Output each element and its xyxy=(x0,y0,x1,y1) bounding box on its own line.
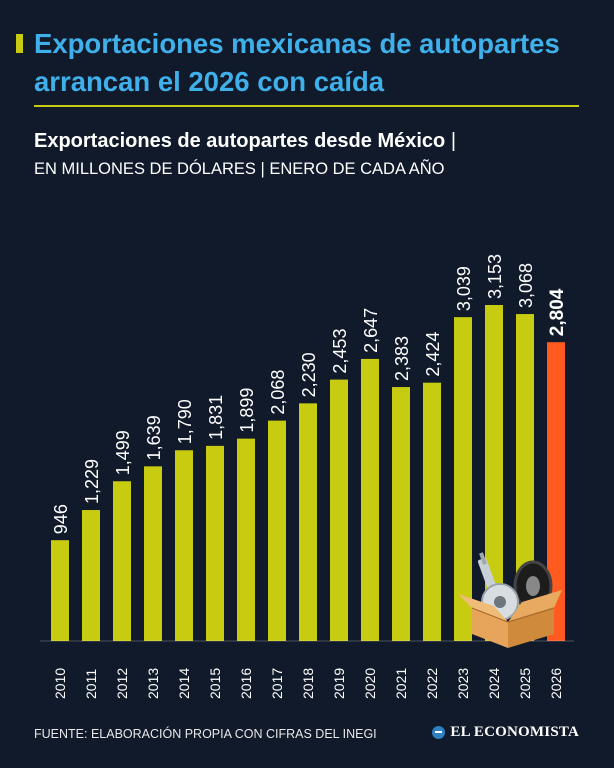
value-label-2017: 2,068 xyxy=(268,370,288,415)
x-tick-label-2016: 2016 xyxy=(238,668,254,699)
bar-2025 xyxy=(516,314,534,641)
bar-2019 xyxy=(330,379,348,641)
chart-units: EN MILLONES DE DÓLARES | ENERO DE CADA A… xyxy=(34,160,445,178)
value-label-2015: 1,831 xyxy=(206,395,226,440)
value-label-2025: 3,068 xyxy=(516,263,536,308)
x-tick-label-2013: 2013 xyxy=(145,668,161,699)
bar-2016 xyxy=(237,438,255,641)
bar-2010 xyxy=(51,540,69,641)
bar-2012 xyxy=(113,481,131,641)
x-tick-label-2014: 2014 xyxy=(176,668,192,699)
x-tick-label-2011: 2011 xyxy=(83,669,99,699)
x-tick-label-2010: 2010 xyxy=(52,668,68,699)
bar-2024 xyxy=(485,305,503,641)
brand-logo-icon xyxy=(432,726,446,739)
value-label-2012: 1,499 xyxy=(113,430,133,475)
bar-2017 xyxy=(268,420,286,641)
value-label-2013: 1,639 xyxy=(144,415,164,460)
bar-2020 xyxy=(361,358,379,641)
bar-2011 xyxy=(82,510,100,641)
bar-2015 xyxy=(206,445,224,641)
x-tick-label-2020: 2020 xyxy=(362,668,378,699)
page-title: Exportaciones mexicanas de autopartes ar… xyxy=(34,28,560,97)
chart-subtitle: Exportaciones de autopartes desde México… xyxy=(34,130,604,153)
title-marker xyxy=(16,34,23,53)
value-label-2010: 946 xyxy=(51,504,71,534)
value-label-2011: 1,229 xyxy=(82,459,102,504)
value-label-2024: 3,153 xyxy=(485,254,505,299)
bars-layer xyxy=(51,305,565,641)
value-label-2020: 2,647 xyxy=(361,308,381,353)
chart-subtitle-text: Exportaciones de autopartes desde México xyxy=(34,130,446,152)
chart-subtitle-separator: | xyxy=(450,130,457,152)
x-tick-label-2015: 2015 xyxy=(207,668,223,699)
x-tick-label-2021: 2021 xyxy=(393,668,409,699)
value-label-2018: 2,230 xyxy=(299,352,319,397)
value-label-2019: 2,453 xyxy=(330,329,350,374)
source-note: FUENTE: ELABORACIÓN PROPIA CON CIFRAS DE… xyxy=(34,727,377,741)
value-label-2022: 2,424 xyxy=(423,332,443,377)
x-tick-label-2025: 2025 xyxy=(517,668,533,699)
x-axis-labels-layer: 2010 2011 2012 2013 2014 2015 2016 2017 2018 2019… xyxy=(52,668,564,699)
bar-2026 xyxy=(547,342,565,641)
x-tick-label-2023: 2023 xyxy=(455,668,471,699)
value-label-2026: 2,804 xyxy=(547,288,568,336)
bar-2021 xyxy=(392,387,410,641)
x-tick-label-2022: 2022 xyxy=(424,668,440,699)
title-divider xyxy=(34,105,579,107)
x-tick-label-2024: 2024 xyxy=(486,668,502,699)
parts-box-icon xyxy=(458,552,562,648)
bar-2023 xyxy=(454,317,472,641)
bar-2018 xyxy=(299,403,317,641)
x-tick-label-2026: 2026 xyxy=(548,668,564,699)
x-tick-label-2012: 2012 xyxy=(114,668,130,699)
brand-name: EL ECONOMISTA xyxy=(450,724,579,740)
x-tick-label-2019: 2019 xyxy=(331,668,347,699)
bar-2014 xyxy=(175,450,193,641)
x-tick-label-2017: 2017 xyxy=(269,668,285,699)
value-label-2016: 1,899 xyxy=(237,388,257,433)
value-label-2023: 3,039 xyxy=(454,266,474,311)
brand-logo: EL ECONOMISTA xyxy=(432,724,579,741)
value-labels-layer: 946 1,229 1,499 1,639 1,790 1,831 1,899 2,068 2,… xyxy=(51,254,568,534)
bar-2022 xyxy=(423,382,441,641)
bar-2013 xyxy=(144,466,162,641)
value-label-2014: 1,790 xyxy=(175,399,195,444)
x-tick-label-2018: 2018 xyxy=(300,668,316,699)
value-label-2021: 2,383 xyxy=(392,336,412,381)
